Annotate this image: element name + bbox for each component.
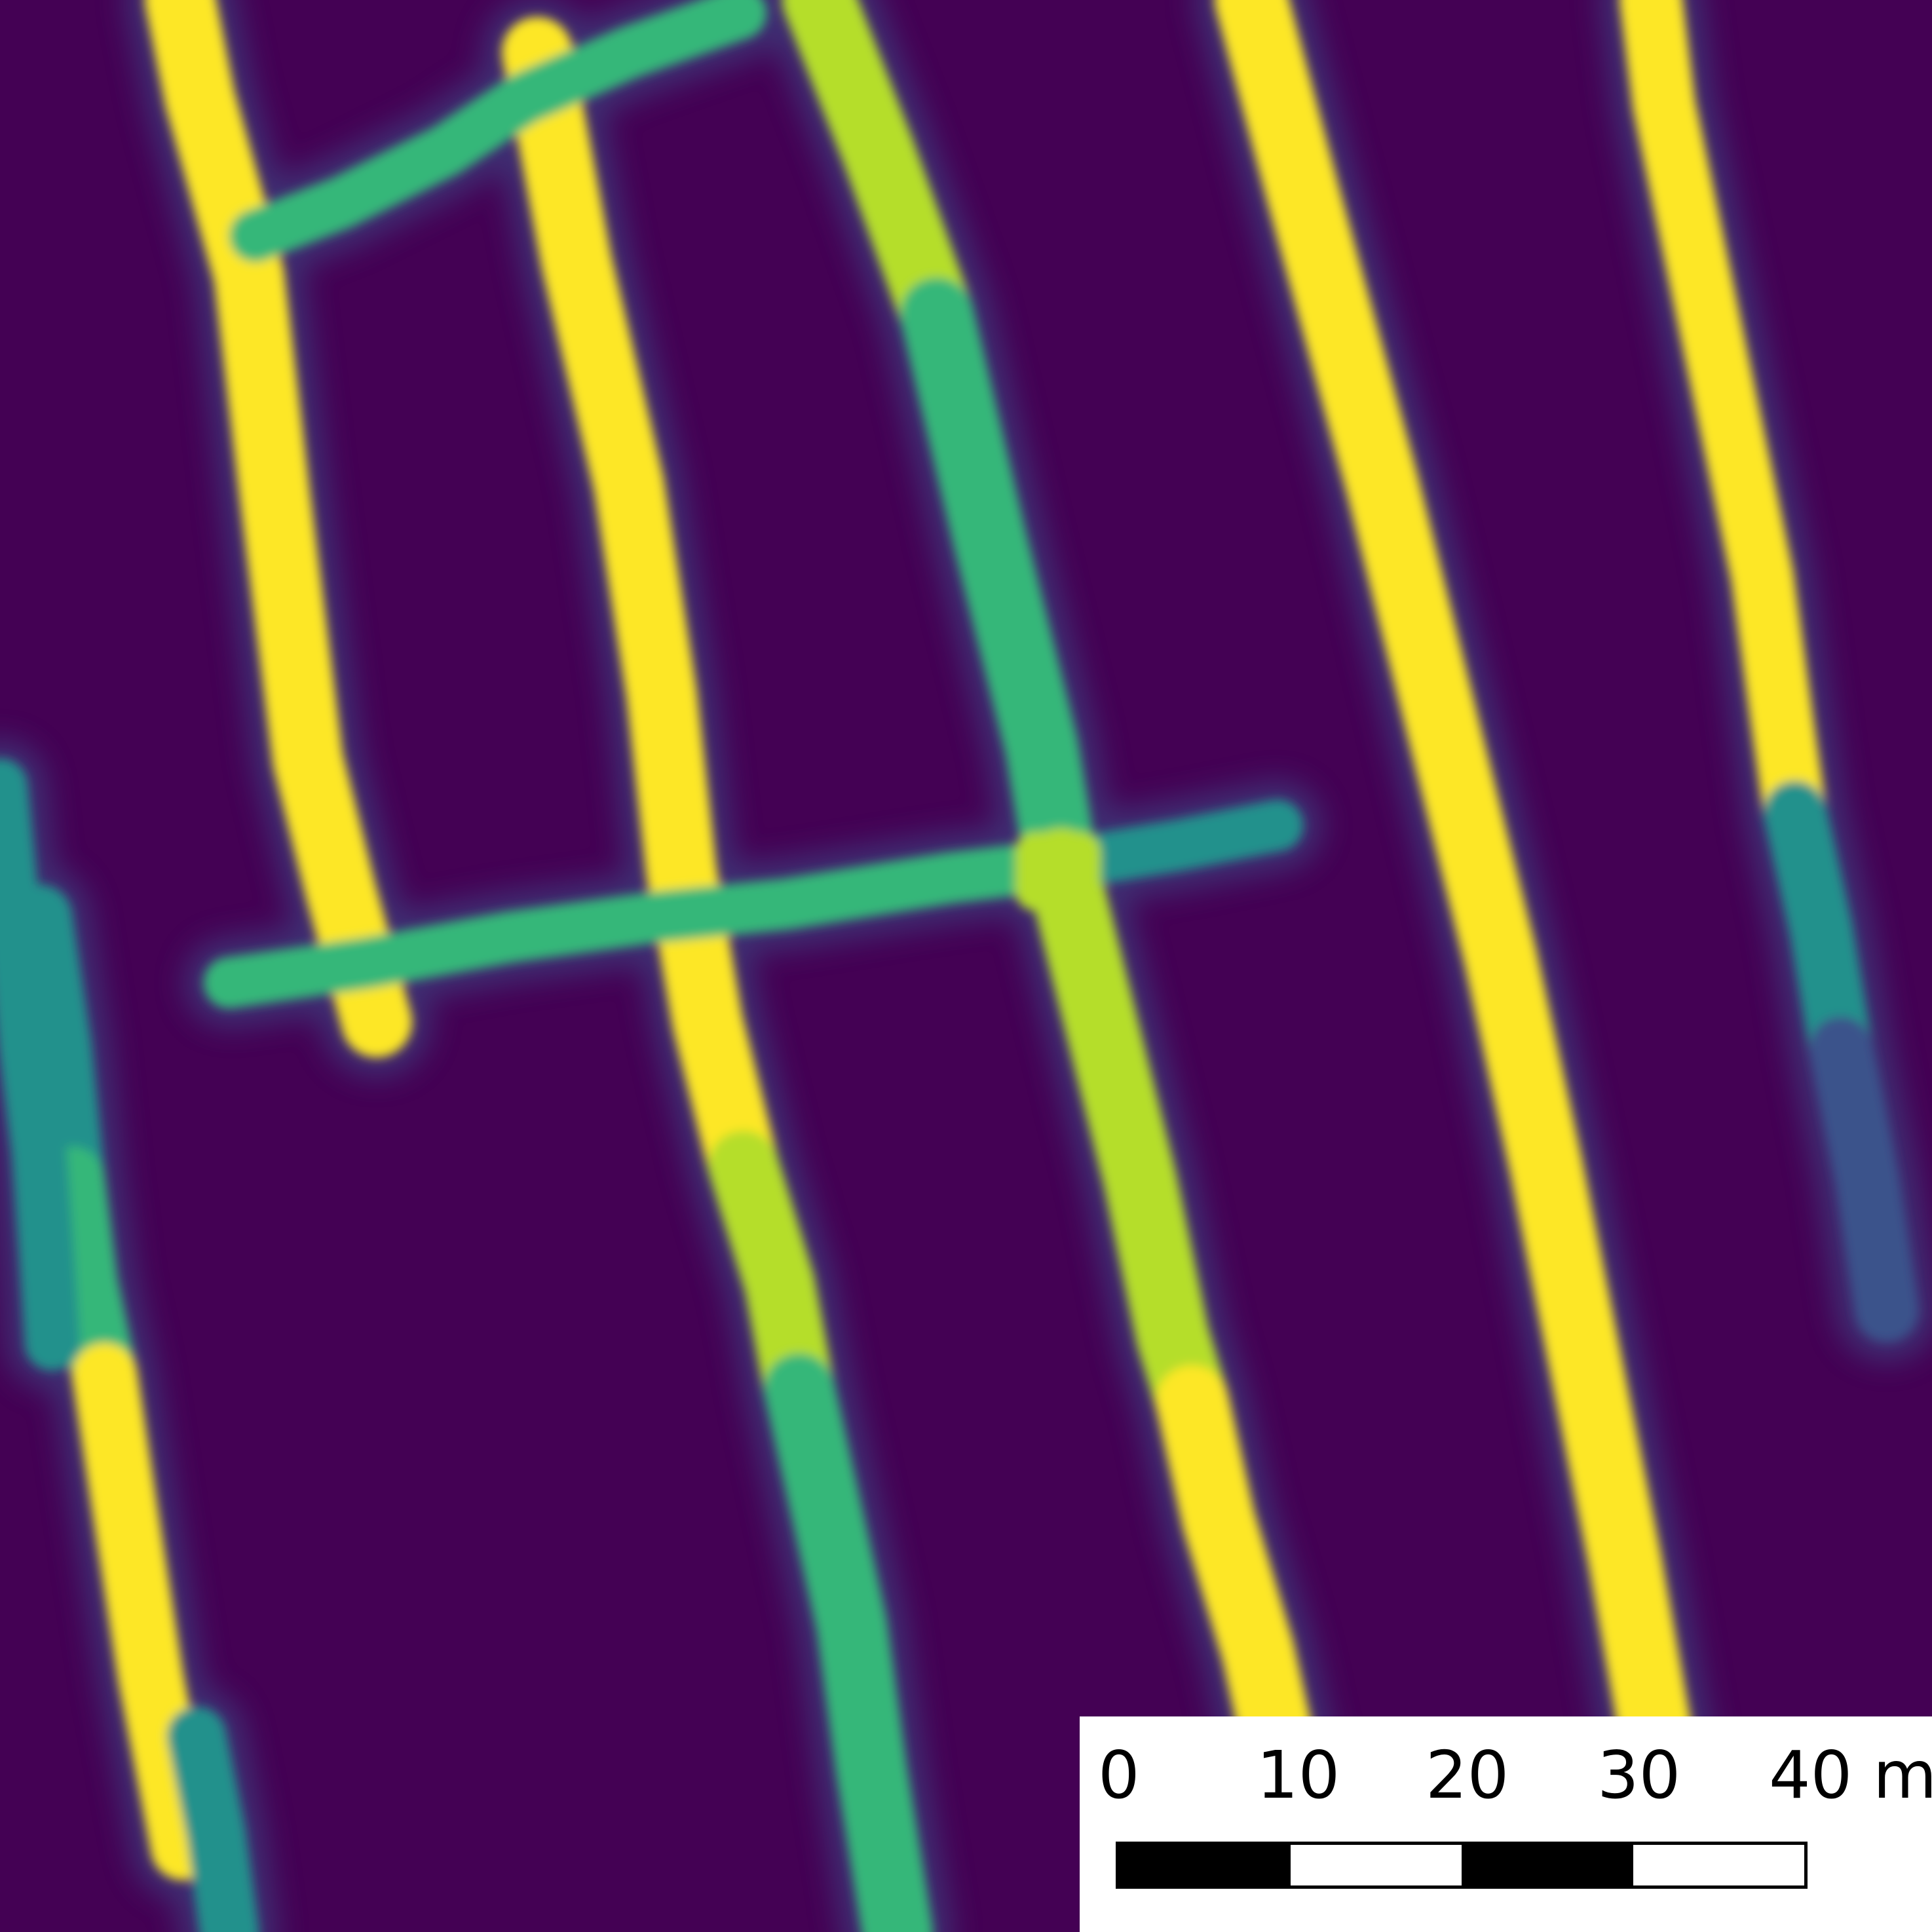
scale-label-40: 40 m [1769, 1743, 1932, 1808]
scale-label-20: 20 [1426, 1743, 1509, 1808]
scale-segment-2 [1291, 1845, 1462, 1885]
scale-segment-4 [1633, 1845, 1805, 1885]
scale-label-10: 10 [1257, 1743, 1340, 1808]
scale-label-30: 30 [1597, 1743, 1680, 1808]
scale-segment-3 [1462, 1845, 1633, 1885]
intersection-node [1015, 832, 1101, 911]
path-4-segment-1 [197, 1736, 229, 1932]
scale-segment-1 [1119, 1845, 1291, 1885]
scale-label-0: 0 [1098, 1743, 1140, 1808]
scale-bar: 0 10 20 30 40 m [1080, 1716, 1932, 1932]
scale-bar-graphic [1116, 1842, 1808, 1889]
